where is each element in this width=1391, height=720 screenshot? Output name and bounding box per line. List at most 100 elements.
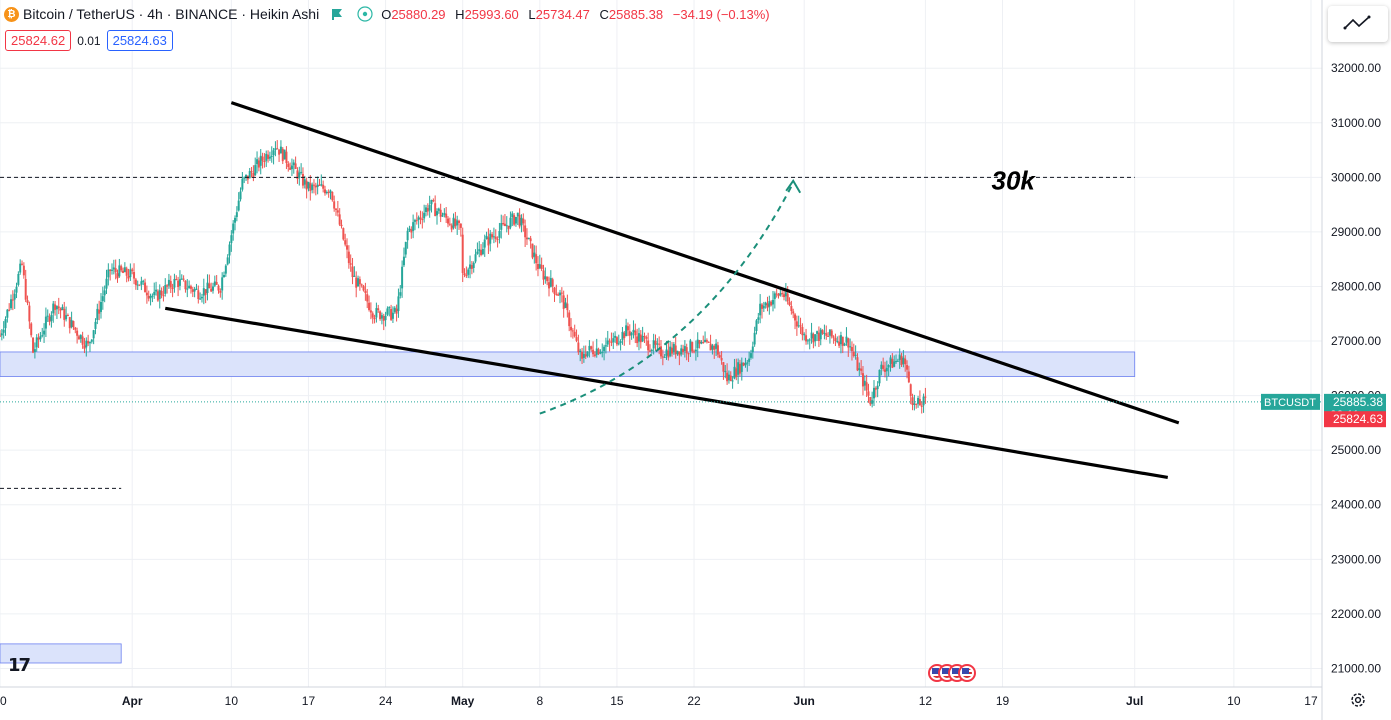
gear-icon[interactable]	[1349, 691, 1367, 709]
support-zone[interactable]	[0, 351, 1136, 377]
candle-body	[254, 165, 257, 176]
candle-body	[674, 345, 677, 355]
candle-body	[0, 333, 3, 336]
candle-body	[379, 311, 382, 320]
drawings-layer[interactable]: 30k	[0, 101, 1180, 489]
candle-body	[551, 279, 554, 287]
candle-body	[568, 312, 571, 327]
candle-body	[109, 269, 112, 271]
candle-body	[713, 346, 716, 350]
economic-events[interactable]	[928, 664, 976, 682]
candle-body	[382, 316, 385, 321]
candle-body	[852, 351, 855, 356]
candle-body	[542, 270, 545, 280]
candle-body	[610, 341, 613, 343]
candle-body	[59, 308, 62, 311]
green-flag-icon[interactable]	[331, 8, 343, 20]
candle-body	[391, 312, 394, 319]
sell-button[interactable]: 25824.62	[5, 30, 72, 51]
candle-body	[711, 345, 714, 350]
symbol-title[interactable]: Bitcoin / TetherUS · 4h · BINANCE · Heik…	[23, 6, 320, 22]
candle-body	[705, 340, 708, 342]
candle-body	[579, 350, 582, 353]
candle-body	[547, 282, 550, 289]
lower-zone[interactable]	[0, 643, 122, 664]
candle-body	[634, 330, 637, 336]
candle-body	[419, 217, 422, 219]
candle-body	[96, 308, 99, 320]
candle-body	[8, 309, 11, 311]
candle-body	[480, 250, 483, 255]
upper-trendline[interactable]	[230, 101, 1180, 425]
candle-body	[636, 336, 639, 344]
last-price-label: 25885.38	[1333, 395, 1383, 409]
bid-price-label: 25824.63	[1333, 412, 1383, 426]
candle-body	[614, 335, 617, 338]
price-axis[interactable]: 21000.00 22000.00 23000.00 24000.00 25000.00…	[1321, 0, 1381, 720]
candle-body	[450, 225, 453, 230]
candle-body	[415, 220, 418, 222]
candle-body	[733, 366, 736, 379]
candle-body	[472, 262, 475, 268]
candle-body	[278, 149, 281, 155]
candle-body	[839, 335, 842, 345]
spread-value: 0.01	[77, 33, 101, 48]
candle-body	[270, 155, 273, 157]
close-value: 25885.38	[608, 6, 664, 22]
candle-body	[505, 225, 508, 227]
candle-body	[327, 192, 330, 194]
candles-layer	[0, 140, 927, 414]
candle-body	[485, 235, 488, 239]
close-label: C	[599, 6, 609, 22]
buy-button[interactable]: 25824.63	[106, 30, 173, 51]
candle-body	[224, 265, 227, 274]
candle-body	[202, 288, 205, 296]
projection-arrowhead	[785, 178, 802, 194]
candle-body	[691, 342, 694, 352]
bitcoin-icon: ₿	[4, 6, 19, 22]
candle-body	[175, 279, 178, 281]
candle-body	[571, 330, 574, 332]
candle-body	[671, 347, 674, 354]
candle-body	[74, 327, 77, 330]
candle-body	[362, 286, 365, 291]
candle-body	[131, 269, 134, 271]
candle-body	[6, 309, 9, 318]
candle-body	[54, 304, 57, 310]
candle-body	[518, 214, 521, 227]
us-flag-icon[interactable]	[958, 664, 976, 682]
price-tick-label: 31000.00	[1331, 116, 1381, 130]
candle-body	[783, 294, 786, 298]
candle-body	[380, 315, 383, 319]
time-axis[interactable]: 20 Apr 10 17 24 May 8 15 22 Jun 12 19 Jul 10 17	[0, 686, 1322, 708]
candle-body	[814, 334, 817, 342]
candle-body	[125, 268, 128, 276]
candle-body	[821, 330, 824, 334]
lower-trendline[interactable]	[164, 306, 1169, 480]
candle-body	[276, 148, 279, 150]
candle-body	[566, 303, 569, 311]
candle-body	[311, 184, 314, 190]
candle-body	[228, 244, 231, 256]
candle-body	[338, 214, 341, 225]
candle-body	[788, 302, 791, 306]
candle-body	[619, 341, 622, 343]
candle-body	[145, 292, 148, 296]
candle-body	[241, 178, 244, 190]
tradingview-logo[interactable]: 17	[8, 655, 31, 676]
candle-body	[294, 163, 297, 169]
drawing-tool-button[interactable]	[1328, 6, 1388, 42]
candle-body	[884, 369, 887, 372]
annotation-30k-text[interactable]: 30k	[992, 165, 1037, 195]
projection-curve[interactable]	[539, 182, 795, 415]
low-label: L	[528, 6, 536, 22]
candle-body	[221, 277, 224, 291]
candle-body	[628, 331, 631, 336]
candle-body	[676, 350, 679, 354]
candle-body	[177, 280, 180, 288]
eye-icon[interactable]	[357, 6, 373, 22]
candle-body	[463, 273, 466, 275]
change-value: −34.19 (−0.13%)	[672, 6, 770, 22]
candle-body	[906, 365, 909, 370]
